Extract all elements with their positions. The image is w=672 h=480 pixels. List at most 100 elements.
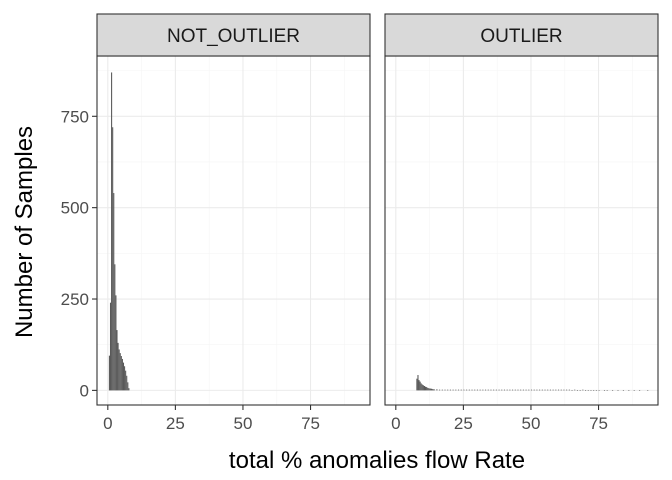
histogram-bar bbox=[120, 353, 121, 390]
histogram-bar bbox=[536, 390, 537, 391]
histogram-bar bbox=[517, 390, 518, 391]
y-tick-label: 750 bbox=[61, 107, 89, 126]
panel-background bbox=[385, 56, 658, 405]
histogram-bar bbox=[439, 390, 440, 391]
histogram-bar bbox=[539, 390, 540, 391]
histogram-bar bbox=[523, 390, 524, 391]
x-tick-label: 75 bbox=[301, 414, 320, 433]
histogram-bar bbox=[121, 356, 122, 390]
histogram-bar bbox=[599, 390, 600, 391]
histogram-bar bbox=[429, 389, 430, 391]
histogram-bar bbox=[604, 390, 605, 391]
x-tick-label: 25 bbox=[454, 414, 473, 433]
histogram-bar bbox=[607, 390, 608, 391]
y-axis: 0 250 500 750 bbox=[61, 107, 97, 400]
histogram-bar bbox=[118, 343, 119, 391]
histogram-bar bbox=[528, 390, 529, 391]
histogram-bar bbox=[447, 390, 448, 391]
y-tick-label: 250 bbox=[61, 290, 89, 309]
histogram-bar bbox=[580, 390, 581, 391]
x-tick-label: 0 bbox=[103, 414, 112, 433]
histogram-bar bbox=[474, 390, 475, 391]
histogram-bar bbox=[634, 390, 635, 391]
histogram-bar bbox=[582, 390, 583, 391]
histogram-bar bbox=[647, 390, 648, 391]
facet-strip-label: OUTLIER bbox=[480, 26, 562, 47]
histogram-bar bbox=[124, 366, 125, 390]
histogram-bar bbox=[561, 390, 562, 391]
histogram-bar bbox=[436, 389, 437, 390]
histogram-bar bbox=[555, 390, 556, 391]
x-tick-label: 0 bbox=[391, 414, 400, 433]
histogram-bar bbox=[526, 390, 527, 391]
histogram-bar bbox=[572, 390, 573, 391]
facet-panels: NOT_OUTLIER 0 25 50 75 OUTLIER 0 25 50 75 bbox=[97, 14, 658, 433]
x-tick-label: 50 bbox=[233, 414, 252, 433]
x-tick-label: 75 bbox=[589, 414, 608, 433]
histogram-bar bbox=[558, 390, 559, 391]
histogram-bar bbox=[122, 359, 123, 390]
histogram-bar bbox=[114, 264, 115, 390]
histogram-bar bbox=[628, 390, 629, 391]
facet-panel-2: OUTLIER 0 25 50 75 bbox=[385, 14, 658, 433]
histogram-bar bbox=[485, 390, 486, 391]
x-tick-label: 25 bbox=[166, 414, 185, 433]
histogram-bar bbox=[417, 375, 418, 390]
histogram-bar bbox=[444, 390, 445, 391]
histogram-bar bbox=[125, 371, 126, 391]
x-tick-label: 50 bbox=[521, 414, 540, 433]
histogram-bar bbox=[111, 72, 112, 390]
histogram-bar bbox=[455, 390, 456, 391]
y-tick-label: 500 bbox=[61, 199, 89, 218]
histogram-bar bbox=[112, 127, 113, 390]
panel-background bbox=[97, 56, 370, 405]
y-axis-title: Number of Samples bbox=[11, 126, 38, 338]
histogram-bar bbox=[577, 390, 578, 391]
histogram-bar bbox=[423, 385, 424, 390]
histogram-bar bbox=[469, 390, 470, 391]
histogram-bar bbox=[499, 390, 500, 391]
histogram-bar bbox=[477, 390, 478, 391]
histogram-bar bbox=[442, 390, 443, 391]
histogram-bar bbox=[617, 390, 618, 391]
histogram-bar bbox=[463, 390, 464, 391]
histogram-bar bbox=[472, 390, 473, 391]
histogram-bar bbox=[534, 390, 535, 391]
facet-panel-1: NOT_OUTLIER 0 25 50 75 bbox=[97, 14, 370, 433]
histogram-bar bbox=[482, 390, 483, 391]
histogram-bar bbox=[639, 390, 640, 391]
histogram-bar bbox=[566, 390, 567, 391]
histogram-bar bbox=[501, 390, 502, 391]
histogram-bar bbox=[428, 388, 429, 390]
histogram-bar bbox=[520, 390, 521, 391]
histogram-bar bbox=[434, 389, 435, 390]
histogram-bar bbox=[458, 390, 459, 391]
histogram-bar bbox=[585, 390, 586, 391]
histogram-bar bbox=[419, 380, 420, 390]
histogram-bar bbox=[531, 390, 532, 391]
histogram-bar bbox=[480, 390, 481, 391]
histogram-bar bbox=[123, 363, 124, 391]
histogram-bar bbox=[496, 390, 497, 391]
histogram-bar bbox=[126, 376, 127, 391]
histogram-bar bbox=[119, 349, 120, 390]
histogram-bar bbox=[612, 390, 613, 391]
histogram-bar bbox=[466, 390, 467, 391]
x-axis-title: total % anomalies flow Rate bbox=[229, 447, 525, 474]
histogram-bar bbox=[569, 390, 570, 391]
histogram-bar bbox=[509, 390, 510, 391]
histogram-bar bbox=[430, 389, 431, 391]
histogram-bar bbox=[490, 390, 491, 391]
histogram-bar bbox=[109, 356, 110, 391]
histogram-bar bbox=[547, 390, 548, 391]
histogram-bar bbox=[113, 193, 114, 390]
histogram-bar bbox=[574, 390, 575, 391]
histogram-bar bbox=[515, 390, 516, 391]
histogram-bar bbox=[127, 382, 128, 390]
facet-strip-label: NOT_OUTLIER bbox=[167, 26, 300, 47]
histogram-bar bbox=[504, 390, 505, 391]
histogram-bar bbox=[431, 389, 432, 390]
histogram-bar bbox=[623, 390, 624, 391]
y-tick-label: 0 bbox=[80, 381, 89, 400]
